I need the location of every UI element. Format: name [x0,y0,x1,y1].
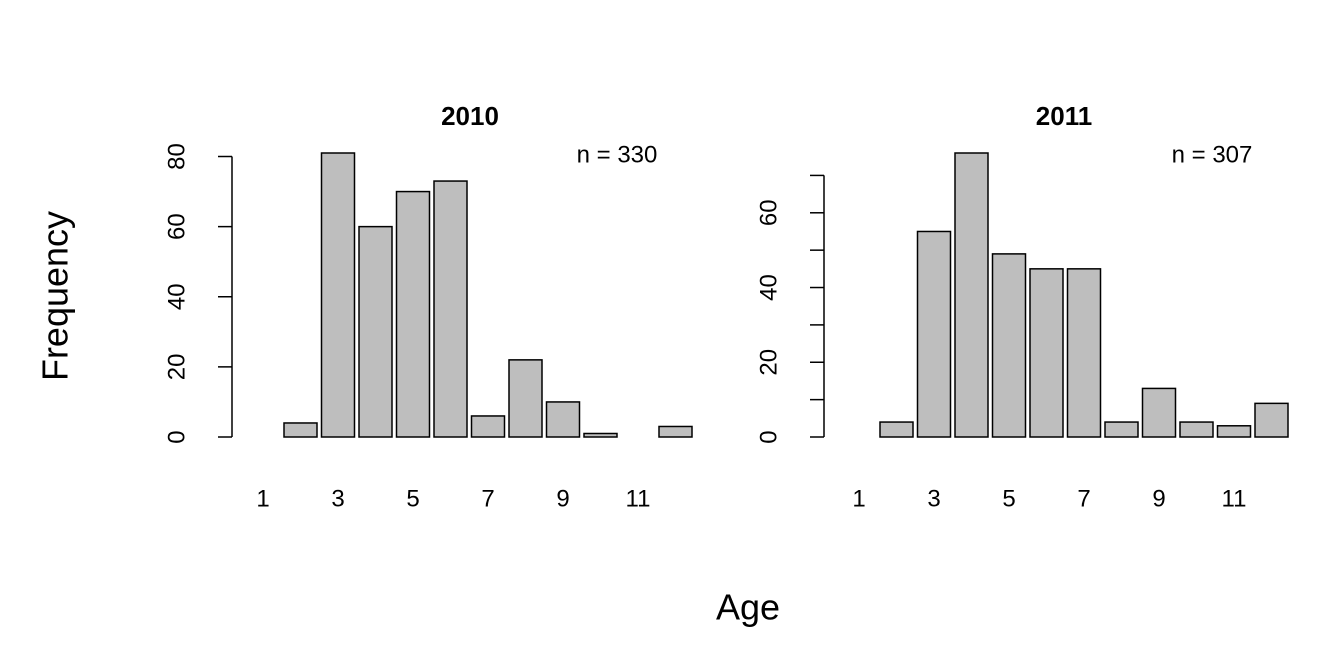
y-tick-label: 40 [163,283,190,310]
bar [395,190,431,438]
bar [583,432,618,438]
y-tick-label: 0 [163,430,190,443]
x-tick-label: 11 [1222,485,1247,512]
bar [1179,421,1214,438]
x-tick-label: 1 [852,485,865,512]
x-tick-label: 5 [1002,485,1015,512]
y-axis-label: Frequency [35,211,76,381]
x-tick-label: 7 [481,485,494,512]
bar [1254,402,1289,438]
bar [433,180,468,438]
bar [1104,421,1139,438]
x-tick-label: 5 [406,485,419,512]
x-tick-label: 3 [331,485,344,512]
x-tick-label: 9 [556,485,569,512]
y-tick-label: 0 [755,430,782,443]
x-tick-label: 1 [256,485,269,512]
bar [508,359,543,438]
bar [545,401,581,438]
bar [991,253,1027,438]
bar [1029,268,1064,438]
x-tick-label: 9 [1152,485,1165,512]
y-tick-label: 80 [163,143,190,170]
bar [470,415,506,438]
bar [283,422,318,438]
bar [320,152,356,438]
bar [954,152,989,438]
y-tick-label: 60 [163,213,190,240]
bar [1216,425,1252,438]
bar [916,230,952,438]
x-tick-label: 11 [626,485,651,512]
bar [879,421,914,438]
y-tick-label: 20 [163,354,190,381]
y-tick-label: 40 [755,274,782,301]
y-tick-label: 60 [755,199,782,226]
panel-title: 2011 [1036,101,1092,131]
annotation: n = 330 [577,141,658,168]
bar [1066,268,1102,438]
panel-title: 2010 [441,101,499,131]
annotation: n = 307 [1172,141,1253,168]
y-tick-label: 20 [755,349,782,376]
bar [1141,387,1177,438]
x-tick-label: 7 [1077,485,1090,512]
x-tick-label: 3 [927,485,940,512]
bar [358,225,393,438]
x-axis-label: Age [716,587,780,628]
bar [658,425,693,438]
